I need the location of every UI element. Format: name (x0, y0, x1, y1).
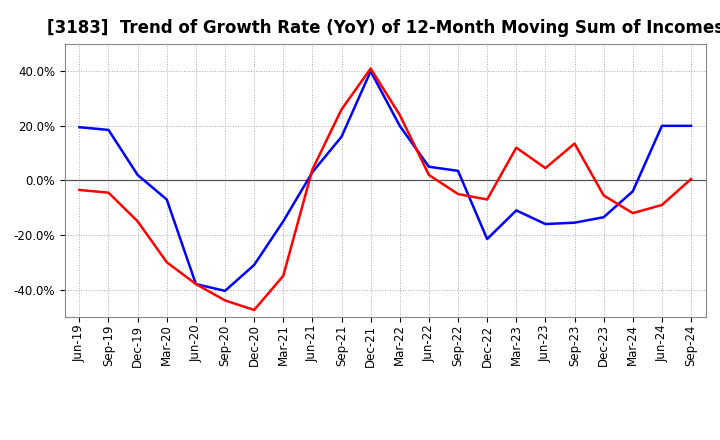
Title: [3183]  Trend of Growth Rate (YoY) of 12-Month Moving Sum of Incomes: [3183] Trend of Growth Rate (YoY) of 12-… (47, 19, 720, 37)
